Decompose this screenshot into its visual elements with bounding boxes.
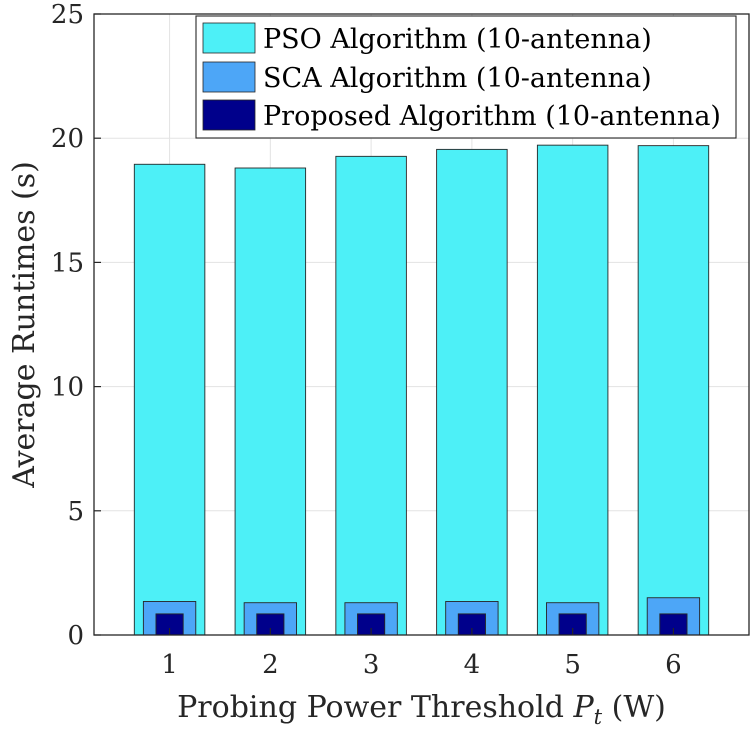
- bar-pso-1: [133, 163, 206, 636]
- legend-swatch-pso: [202, 22, 256, 54]
- plot-area-frame: [93, 13, 750, 636]
- y-tick-label: 25: [51, 0, 84, 30]
- bar-pso-2: [234, 167, 307, 636]
- x-tick-label: 5: [564, 650, 581, 680]
- y-tick-label: 10: [51, 373, 84, 403]
- axis-ticks: 0 5 10 15 20 25 1 2 3 4 5 6: [51, 0, 682, 680]
- x-axis-label-subscript: t: [594, 705, 603, 729]
- x-tick-label: 4: [464, 650, 481, 680]
- bar-pso-4: [436, 148, 508, 636]
- y-tick-label: 5: [67, 497, 84, 527]
- x-axis-label-symbol: P: [572, 690, 594, 725]
- x-axis-label-prefix: Probing Power Threshold: [177, 690, 573, 725]
- bar-pso-6: [637, 145, 710, 636]
- x-axis-label: Probing Power Threshold Pt (W): [177, 690, 666, 729]
- y-tick-label: 0: [67, 621, 84, 651]
- bar-pso-5: [536, 144, 609, 636]
- x-tick-label: 3: [363, 650, 380, 680]
- x-tick-label: 1: [161, 650, 178, 680]
- y-tick-label: 20: [51, 124, 84, 154]
- x-tick-label: 2: [262, 650, 279, 680]
- legend: PSO Algorithm (10-antenna) SCA Algorithm…: [195, 15, 737, 139]
- legend-label-proposed: Proposed Algorithm (10-antenna): [263, 101, 721, 132]
- legend-label-pso: PSO Algorithm (10-antenna): [263, 24, 652, 55]
- legend-swatch-proposed: [202, 99, 256, 131]
- legend-label-sca: SCA Algorithm (10-antenna): [263, 63, 652, 94]
- bar-pso-3: [335, 155, 407, 636]
- y-tick-label: 15: [51, 248, 84, 278]
- bars: [133, 144, 710, 636]
- y-axis-label: Average Runtimes (s): [7, 161, 42, 489]
- legend-swatch-sca: [202, 61, 256, 93]
- legend-box: [195, 15, 737, 139]
- x-axis-label-suffix: (W): [602, 690, 666, 725]
- x-tick-label: 6: [665, 650, 682, 680]
